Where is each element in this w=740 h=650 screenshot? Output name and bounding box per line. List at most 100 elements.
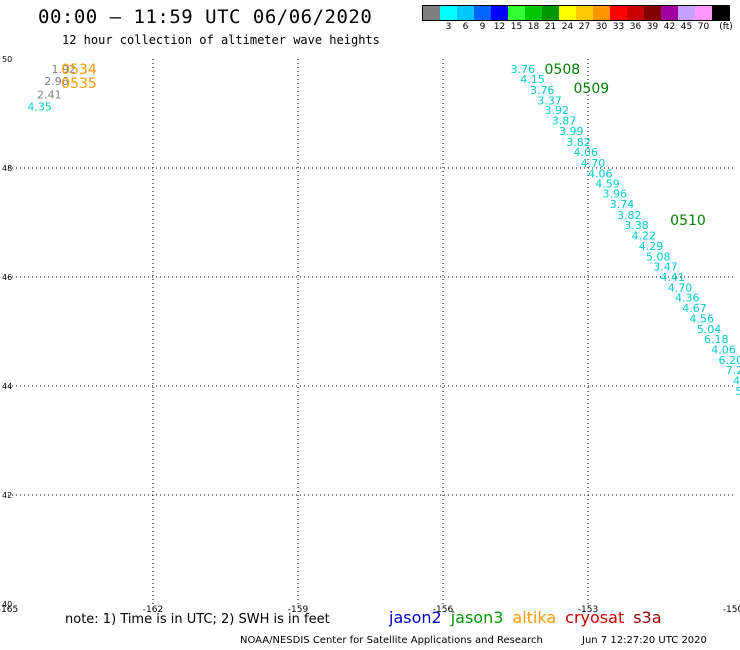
wave-height-value: 4.15	[520, 73, 545, 86]
wave-height-value: 3.82	[617, 209, 642, 222]
wave-height-value: 3.87	[552, 115, 577, 128]
lon-tick-label: -150	[723, 605, 740, 615]
pass-time-label: 0534	[61, 62, 97, 78]
wave-height-value: 2.41	[37, 88, 62, 101]
legend-label: 39	[646, 22, 659, 32]
legend-swatch	[661, 6, 678, 20]
footer-timestamp: Jun 7 12:27:20 UTC 2020	[582, 635, 707, 646]
wave-height-value: 5.08	[646, 250, 671, 263]
lat-tick-label: 46	[2, 273, 12, 282]
satellite-cryosat: cryosat	[565, 608, 625, 627]
lon-tick-label: -165	[0, 605, 18, 615]
legend-label: 21	[544, 22, 557, 32]
wave-height-value: 6.20	[719, 354, 740, 367]
lon-tick-label: -153	[578, 605, 598, 615]
wave-height-value: 3.99	[559, 125, 584, 138]
legend-swatch	[712, 6, 729, 20]
legend-swatch	[440, 6, 457, 20]
wave-height-value: 3.92	[545, 104, 570, 117]
lat-tick-label: 48	[2, 164, 12, 173]
legend-label: 30	[595, 22, 608, 32]
legend-label: 9	[479, 22, 486, 32]
wave-height-value: 3.76	[530, 84, 555, 97]
wave-height-value: 4.36	[675, 292, 700, 305]
wave-height-value: 4.5	[733, 375, 740, 388]
satellite-jason2: jason2	[389, 608, 442, 627]
legend-swatch	[525, 6, 542, 20]
legend-swatch	[559, 6, 576, 20]
pass-time-label: 0510	[670, 213, 706, 229]
legend-swatch	[423, 6, 440, 20]
legend-label: 24	[561, 22, 574, 32]
legend-label: 6	[462, 22, 469, 32]
legend-label: 18	[527, 22, 540, 32]
legend-label: 36	[629, 22, 642, 32]
wave-height-value: 4.70	[668, 281, 693, 294]
legend-labels: 3 6 9 12 15 18 21 24 27 30 33 36 39 42 45 70 (ft)	[422, 21, 733, 33]
page-subtitle: 12 hour collection of altimeter wave hei…	[62, 33, 380, 47]
legend-label: 42	[663, 22, 676, 32]
lat-tick-label: 50	[2, 55, 12, 64]
legend-swatch	[457, 6, 474, 20]
wave-height-value: 4.06	[588, 167, 613, 180]
wave-height-value: 3.37	[537, 94, 562, 107]
wave-height-value: 3.96	[603, 188, 628, 201]
wave-height-value: 4.67	[682, 302, 707, 315]
legend-swatch	[576, 6, 593, 20]
wave-height-value: 2.96	[44, 75, 69, 88]
page-title: 00:00 – 11:59 UTC 06/06/2020	[38, 6, 373, 28]
wave-height-value: 3.82	[566, 136, 591, 149]
lon-tick-label: -159	[288, 605, 309, 615]
legend-swatch	[678, 6, 695, 20]
lon-tick-label: -162	[143, 605, 163, 615]
wave-height-value: 5.04	[697, 323, 722, 336]
wave-height-value: 4.06	[574, 146, 599, 159]
wave-height-value: 4.59	[595, 177, 620, 190]
pass-time-label: 0508	[545, 62, 581, 78]
legend-label: 15	[510, 22, 523, 32]
wave-height-value: 4.29	[639, 240, 664, 253]
wave-height-value: 6.18	[704, 333, 729, 346]
legend-swatch	[508, 6, 525, 20]
footer-note: note: 1) Time is in UTC; 2) SWH is in fe…	[65, 612, 330, 627]
lat-tick-label: 40	[2, 600, 12, 609]
wave-height-value: 3.74	[610, 198, 635, 211]
legend-label: 33	[612, 22, 625, 32]
legend-swatch	[491, 6, 508, 20]
satellite-altika: altika	[512, 608, 557, 627]
wave-height-value: 4.41	[661, 271, 686, 284]
lon-tick-label: -156	[433, 605, 454, 615]
footer-credit: NOAA/NESDIS Center for Satellite Applica…	[240, 635, 543, 646]
legend-label: 45	[680, 22, 693, 32]
wave-height-value: 3.47	[653, 261, 678, 274]
wave-height-value: 4.70	[581, 157, 606, 170]
legend-label: 3	[445, 22, 452, 32]
legend-swatch	[695, 6, 712, 20]
wave-height-value: 4.35	[27, 100, 52, 113]
wave-height-value: 5.	[735, 385, 740, 398]
legend-swatch	[593, 6, 610, 20]
legend-label: 27	[578, 22, 591, 32]
color-legend: 3 6 9 12 15 18 21 24 27 30 33 36 39 42 45 70 (ft)	[422, 5, 733, 33]
lat-tick-label: 42	[2, 491, 12, 500]
wave-height-value: 3.38	[624, 219, 649, 232]
wave-height-value: 4.56	[690, 312, 715, 325]
legend-unit: (ft)	[719, 22, 733, 32]
legend-swatches	[422, 5, 730, 21]
satellite-legend: jason2 jason3 altika cryosat s3a	[389, 608, 671, 627]
legend-swatch	[627, 6, 644, 20]
legend-label: 12	[493, 22, 506, 32]
wave-height-value: 4.22	[632, 230, 657, 243]
legend-swatch	[542, 6, 559, 20]
lat-tick-label: 44	[2, 382, 12, 391]
legend-swatch	[610, 6, 627, 20]
satellite-s3a: s3a	[633, 608, 662, 627]
wave-height-value: 7.21	[726, 364, 740, 377]
satellite-jason3: jason3	[450, 608, 504, 627]
legend-swatch	[474, 6, 491, 20]
wave-height-value: 4.06	[711, 343, 736, 356]
wave-height-value: 1.92	[52, 63, 77, 76]
wave-height-value: 3.76	[511, 63, 535, 76]
pass-time-label: 0535	[61, 76, 97, 92]
